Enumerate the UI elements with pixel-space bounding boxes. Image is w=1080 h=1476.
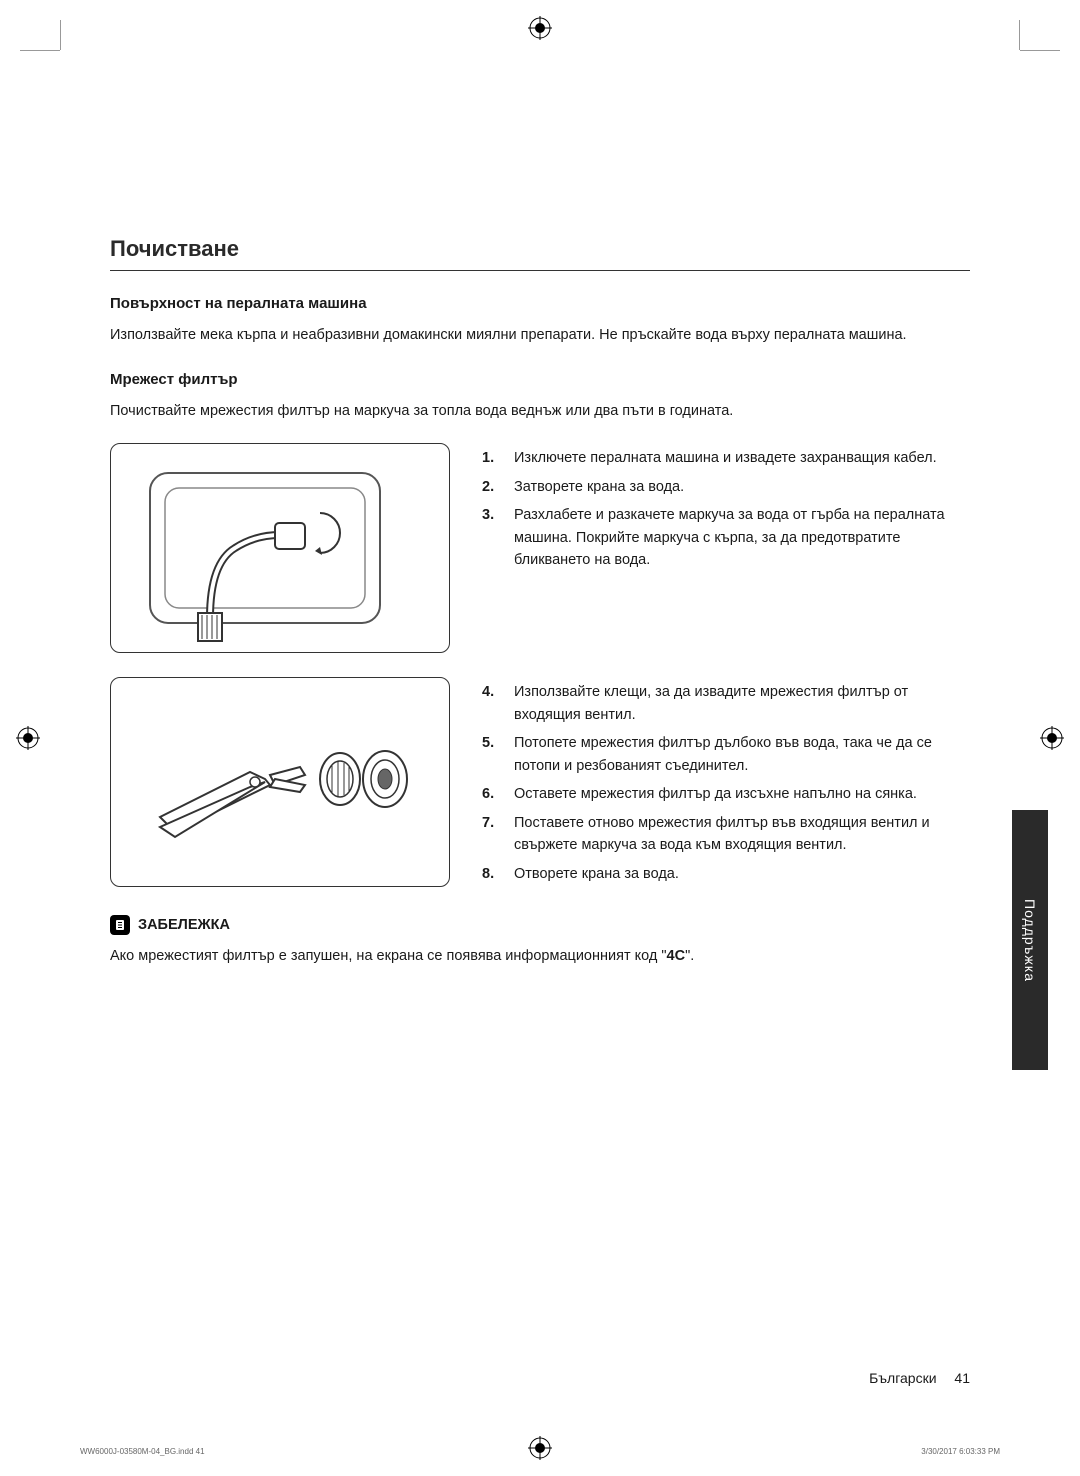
step-num: 7.: [482, 812, 500, 857]
step-item: 8. Отворете крана за вода.: [482, 863, 970, 885]
imprint-file: WW6000J-03580M-04_BG.indd 41: [80, 1447, 205, 1456]
note-code: 4C: [667, 948, 686, 964]
main-heading: Почистване: [110, 236, 970, 271]
footer: Български 41: [869, 1370, 970, 1386]
steps-group-1: 1. Изключете пералната машина и извадете …: [482, 443, 970, 577]
surface-section: Повърхност на пералната машина Използвай…: [110, 295, 970, 347]
steps-group-2: 4. Използвайте клещи, за да извадите мреж…: [482, 677, 970, 891]
crop-corner-tr: [990, 20, 1020, 50]
step-text: Използвайте клещи, за да извадите мрежес…: [514, 681, 970, 726]
diagram-pliers: [110, 677, 450, 887]
step-text: Изключете пералната машина и извадете за…: [514, 447, 970, 469]
side-tab-text: Поддръжка: [1022, 899, 1038, 982]
surface-title: Повърхност на пералната машина: [110, 295, 970, 312]
note-header: ЗАБЕЛЕЖКА: [110, 915, 970, 935]
step-item: 6. Оставете мрежестия филтър да изсъхне н…: [482, 783, 970, 805]
crop-line-top-r: [1020, 50, 1060, 51]
step-text: Затворете крана за вода.: [514, 476, 970, 498]
step-text: Разхлабете и разкачете маркуча за вода о…: [514, 504, 970, 571]
diagram-hose: [110, 443, 450, 653]
filter-section: Мрежест филтър Почиствайте мрежестия фил…: [110, 371, 970, 968]
step-item: 3.Разхлабете и разкачете маркуча за вода…: [482, 504, 970, 571]
filter-title: Мрежест филтър: [110, 371, 970, 388]
diagram-row-2: 4. Използвайте клещи, за да извадите мреж…: [110, 677, 970, 891]
crop-mark-top: [528, 16, 552, 40]
step-item: 7. Поставете отново мрежестия филтър във …: [482, 812, 970, 857]
step-text: Отворете крана за вода.: [514, 863, 970, 885]
crop-mark-bottom: [528, 1436, 552, 1460]
crop-line-top: [20, 50, 60, 51]
step-item: 2. Затворете крана за вода.: [482, 476, 970, 498]
footer-language: Български: [869, 1370, 936, 1386]
step-num: 2.: [482, 476, 500, 498]
note-suffix: ".: [685, 948, 694, 964]
step-text: Потопете мрежестия филтър дълбоко във во…: [514, 732, 970, 777]
step-num: 5.: [482, 732, 500, 777]
step-text: Оставете мрежестия филтър да изсъхне нап…: [514, 783, 970, 805]
step-num: 1.: [482, 447, 500, 469]
note-prefix: Ако мрежестият филтър е запушен, на екра…: [110, 948, 667, 964]
crop-corner-tl: [60, 20, 90, 50]
imprint-date: 3/30/2017 6:03:33 PM: [921, 1447, 1000, 1456]
crop-mark-right: [1040, 726, 1064, 750]
note-text: Ако мрежестият филтър е запушен, на екра…: [110, 945, 970, 968]
step-item: 4. Използвайте клещи, за да извадите мреж…: [482, 681, 970, 726]
step-item: 1. Изключете пералната машина и извадете …: [482, 447, 970, 469]
note-label: ЗАБЕЛЕЖКА: [138, 917, 230, 933]
footer-page-number: 41: [954, 1370, 970, 1386]
step-num: 3.: [482, 504, 500, 571]
filter-intro: Почиствайте мрежестия филтър на маркуча …: [110, 400, 970, 423]
step-num: 6.: [482, 783, 500, 805]
step-item: 5. Потопете мрежестия филтър дълбоко във …: [482, 732, 970, 777]
note-icon: [110, 915, 130, 935]
crop-mark-left: [16, 726, 40, 750]
page-content: Почистване Повърхност на пералната машин…: [110, 236, 970, 992]
diagram-row-1: 1. Изключете пералната машина и извадете …: [110, 443, 970, 653]
step-text: Поставете отново мрежестия филтър във вх…: [514, 812, 970, 857]
side-tab: Поддръжка: [1012, 810, 1048, 1070]
step-num: 8.: [482, 863, 500, 885]
step-num: 4.: [482, 681, 500, 726]
surface-body: Използвайте мека кърпа и неабразивни дом…: [110, 324, 970, 347]
